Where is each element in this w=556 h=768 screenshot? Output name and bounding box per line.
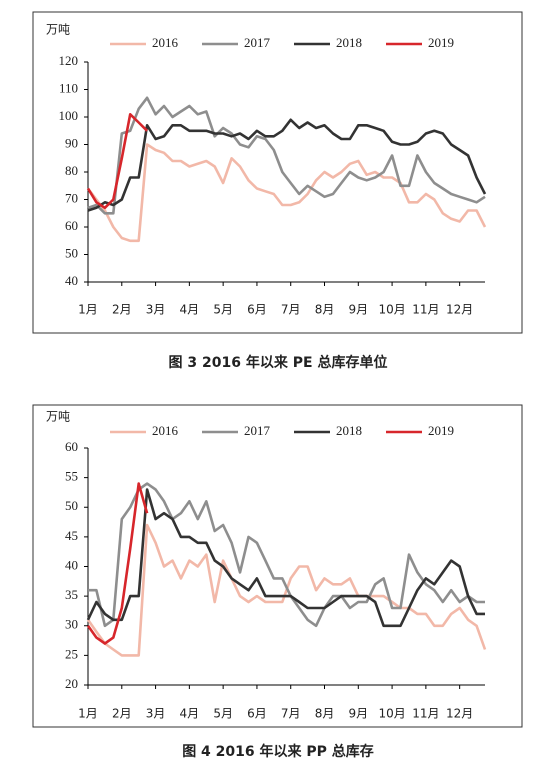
x-tick-label: 5月 bbox=[213, 707, 233, 721]
series-line bbox=[87, 118, 487, 212]
series-line bbox=[86, 113, 149, 210]
y-tick-label: 70 bbox=[65, 190, 78, 205]
x-tick-label: 3月 bbox=[146, 303, 166, 317]
x-tick-label: 12月 bbox=[446, 303, 473, 317]
x-tick-label: 2月 bbox=[112, 303, 132, 317]
legend-label: 2017 bbox=[244, 423, 271, 438]
y-axis-label: 万吨 bbox=[46, 410, 70, 424]
series-line bbox=[87, 96, 486, 215]
series-line bbox=[86, 143, 487, 243]
x-tick-label: 10月 bbox=[378, 303, 405, 317]
x-tick-label: 11月 bbox=[412, 707, 439, 721]
legend-label: 2019 bbox=[428, 35, 454, 50]
x-tick-label: 11月 bbox=[412, 303, 439, 317]
chart-frame bbox=[32, 11, 523, 334]
x-tick-label: 10月 bbox=[378, 707, 405, 721]
y-tick-label: 120 bbox=[59, 53, 79, 68]
legend-label: 2018 bbox=[336, 423, 362, 438]
x-tick-label: 3月 bbox=[146, 707, 166, 721]
x-tick-label: 5月 bbox=[213, 303, 233, 317]
y-tick-label: 60 bbox=[65, 439, 78, 454]
x-tick-label: 9月 bbox=[348, 707, 368, 721]
figure-caption: 图 4 2016 年以来 PP 总库存 bbox=[182, 743, 374, 760]
x-tick-label: 6月 bbox=[247, 303, 267, 317]
y-tick-label: 20 bbox=[65, 676, 78, 691]
figure-caption: 图 3 2016 年以来 PE 总库存单位 bbox=[169, 354, 388, 371]
x-tick-label: 12月 bbox=[446, 707, 473, 721]
y-tick-label: 60 bbox=[65, 218, 78, 233]
y-tick-label: 40 bbox=[65, 273, 78, 288]
chart-frame bbox=[32, 404, 523, 728]
x-tick-label: 1月 bbox=[78, 707, 98, 721]
x-tick-label: 7月 bbox=[281, 303, 301, 317]
y-tick-label: 110 bbox=[59, 80, 78, 95]
y-tick-label: 90 bbox=[65, 135, 78, 150]
x-tick-label: 9月 bbox=[348, 303, 368, 317]
legend-label: 2019 bbox=[428, 423, 454, 438]
x-tick-label: 4月 bbox=[180, 303, 200, 317]
y-tick-label: 25 bbox=[65, 646, 78, 661]
y-tick-label: 30 bbox=[65, 617, 78, 632]
legend-label: 2016 bbox=[152, 35, 179, 50]
x-tick-label: 6月 bbox=[247, 707, 267, 721]
x-tick-label: 1月 bbox=[78, 303, 98, 317]
y-tick-label: 45 bbox=[65, 528, 78, 543]
series-line bbox=[88, 482, 485, 628]
y-tick-label: 40 bbox=[65, 557, 78, 572]
x-tick-label: 8月 bbox=[315, 707, 335, 721]
series-line bbox=[86, 482, 149, 645]
y-tick-label: 50 bbox=[65, 245, 78, 260]
y-tick-label: 55 bbox=[65, 469, 78, 484]
x-tick-label: 4月 bbox=[180, 707, 200, 721]
y-tick-label: 35 bbox=[65, 587, 78, 602]
y-tick-label: 100 bbox=[59, 108, 79, 123]
series-line bbox=[86, 488, 485, 628]
legend-label: 2017 bbox=[244, 35, 271, 50]
x-tick-label: 7月 bbox=[281, 707, 301, 721]
y-tick-label: 80 bbox=[65, 163, 78, 178]
legend-label: 2018 bbox=[336, 35, 362, 50]
y-axis-label: 万吨 bbox=[46, 23, 70, 37]
legend-label: 2016 bbox=[152, 423, 179, 438]
x-tick-label: 2月 bbox=[112, 707, 132, 721]
x-tick-label: 8月 bbox=[315, 303, 335, 317]
y-tick-label: 50 bbox=[65, 498, 78, 513]
